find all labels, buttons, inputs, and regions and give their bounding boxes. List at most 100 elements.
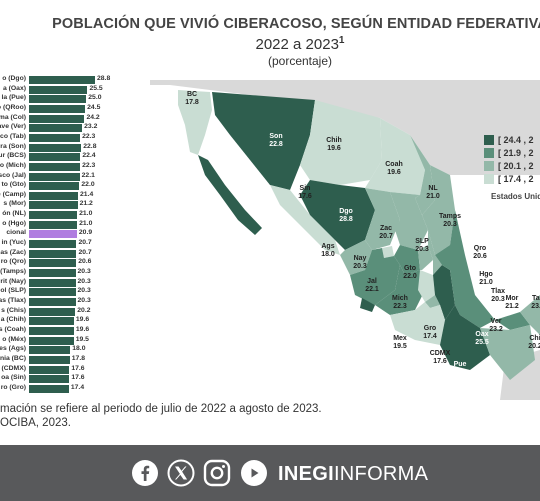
state-shape-son [212,92,315,190]
bar-value: 28.8 [97,75,111,82]
state-abbr: Tlax [490,288,505,295]
state-value: 19.6 [387,169,401,176]
bar-value: 20.9 [78,229,93,237]
bar-value: 20.7 [78,248,92,256]
x-icon[interactable] [167,459,195,487]
bar [29,104,86,113]
state-value: 22.3 [393,303,407,310]
state-bar-chart: o (Dgo)28.8a (Oax)25.5la (Pue)25.0o (QRo… [0,75,120,394]
bar-label: e (Camp) [0,190,26,198]
bar-value: 18.0 [72,345,86,353]
legend-swatch [484,134,494,145]
bar-label: ima (Col) [0,113,26,121]
bar-row: o (Dgo) 28.8 [0,75,120,85]
legend-item: [ 20.1 , 2 [484,159,534,172]
state-label-cdmx: CDMX 17.6 [426,350,454,366]
inegi-informa-brand[interactable]: INEGIINFORMA [278,463,429,485]
bar [29,220,78,229]
chart-title: POBLACIÓN QUE VIVIÓ CIBERACOSO, SEGÚN EN… [52,16,540,32]
state-abbr: CDMX [429,350,451,357]
state-value: 28.8 [339,216,353,223]
bar-row: co (Mich) 22.3 [0,161,120,172]
state-abbr: Mex [393,335,407,342]
bar-value: 25.0 [88,94,102,102]
bar-label: nia (BC) [0,354,26,362]
state-abbr: Qro [473,245,487,252]
state-shape-tab [495,312,530,330]
state-value: 23.2 [489,326,503,333]
legend-swatch [484,173,494,184]
state-value: 20.3 [443,221,457,228]
state-label-coah: Coah 19.6 [380,161,408,177]
bar [29,143,82,152]
bar [29,85,88,94]
bar-label: s (Coah) [0,325,26,333]
state-value: 20.3 [491,296,505,303]
state-abbr: Mor [505,295,519,302]
legend-swatch [484,147,494,158]
bar-row: as (Zac) 20.7 [0,248,120,259]
state-label-tab: Tab23.0 [524,295,540,311]
bar-label: o (Dgo) [2,75,26,82]
bar [29,162,81,171]
state-shape-gro [390,302,445,345]
map-legend: [ 24.4 , 2 [ 21.9 , 2 [ 20.1 , 2 [ 17.4 , 2 [484,133,534,185]
chart-period: 2022 a 20231 [255,35,345,53]
state-shape-slp [390,192,428,250]
bar-label: ol (SLP) [0,287,26,295]
bar-value: 20.6 [78,258,92,266]
state-abbr: Dgo [339,208,353,215]
footnote-source: OCIBA, 2023. [0,417,71,429]
state-value: 25.0 [453,369,467,376]
bar-row: o (Hgo) 21.0 [0,220,120,230]
state-label-chih: Chih 19.6 [320,137,348,153]
bar-label: to (Gto) [1,181,26,189]
state-shape-nl [410,135,435,215]
bar-value: 21.2 [79,200,93,208]
instagram-icon[interactable] [203,459,231,487]
bar-value: 22.8 [83,142,97,150]
bar [29,375,70,384]
state-shape-nay [340,240,372,275]
state-shape-camp [520,295,540,335]
state-label-bcs: BCS 22.4 [216,161,244,177]
bar-value: 20.3 [77,277,91,285]
bar [29,326,74,335]
bar-row: as (Tlax) 20.3 [0,297,120,307]
bar-row: rit (Nay) 20.3 [0,277,120,288]
bar [29,346,71,355]
bar [29,124,83,133]
state-shape-chih [300,100,382,185]
state-label-nay: Nay 20.3 [346,255,374,271]
footnote-period: mación se refiere al periodo de julio de… [0,403,322,415]
bar-label: s (Mor) [3,200,26,208]
state-abbr: BC [186,91,198,98]
bar [29,76,95,84]
bar-row: (Tamps) 20.3 [0,268,120,278]
bar [29,114,85,123]
youtube-icon[interactable] [240,459,268,487]
state-value: 17.6 [433,358,447,365]
state-label-slp: SLP 20.3 [408,238,436,254]
state-shape-tamps [422,165,455,255]
bar-row: oa (Sin) 17.6 [0,374,120,384]
state-shape-bc [178,90,212,155]
state-value: 20.3 [353,263,367,270]
bar-value: 20.3 [77,268,91,275]
bar [29,172,80,181]
bar [29,240,77,249]
state-shape-coah [365,118,425,195]
bar-row: sco (Tab) 22.3 [0,133,120,143]
bar-row: o (Méx) 19.5 [0,336,120,346]
state-value: 17.8 [185,99,199,106]
legend-label: [ 17.4 , 2 [498,173,534,184]
bar-label: a (Chih) [0,316,26,324]
bar-value: 22.3 [82,161,96,169]
state-value: 20.3 [415,246,429,253]
facebook-icon[interactable] [131,459,159,487]
bar [29,317,74,326]
state-abbr: Coah [385,161,403,168]
state-value: 22.8 [269,141,283,148]
bar-row: sco (Jal) 22.1 [0,172,120,182]
state-shape-mex [418,270,435,302]
